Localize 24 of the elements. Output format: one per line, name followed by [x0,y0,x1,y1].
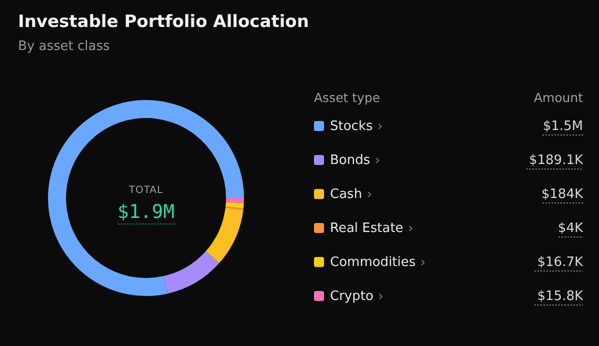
data-label: $16.7K [537,255,584,270]
legend-label: Crypto [330,289,374,304]
text: $1.9M [117,201,175,223]
text: TOTAL [128,185,164,196]
donut-slice [206,208,244,264]
legend-label: Real Estate [330,221,404,236]
donut-slice [226,202,244,208]
legend-label: Commodities [330,255,416,270]
legend-label: Stocks [330,119,373,134]
data-label: $189.1K [528,153,584,168]
data-label: $184K [541,187,584,202]
chart-title: Investable Portfolio Allocation [18,12,309,32]
legend-label: Bonds [330,153,370,168]
data-label: $4K [558,221,584,236]
donut-slice [164,251,220,294]
data-label: $1.5M [542,119,583,134]
donut-slice [226,198,244,204]
donut-slice [225,206,244,210]
legend-title: Asset type [314,90,380,105]
donut-slice [48,100,244,296]
text: Amount [534,90,584,105]
data-label: $15.8K [537,289,584,304]
legend-label: Cash [330,187,362,202]
chart-subtitle: By asset class [18,39,110,54]
